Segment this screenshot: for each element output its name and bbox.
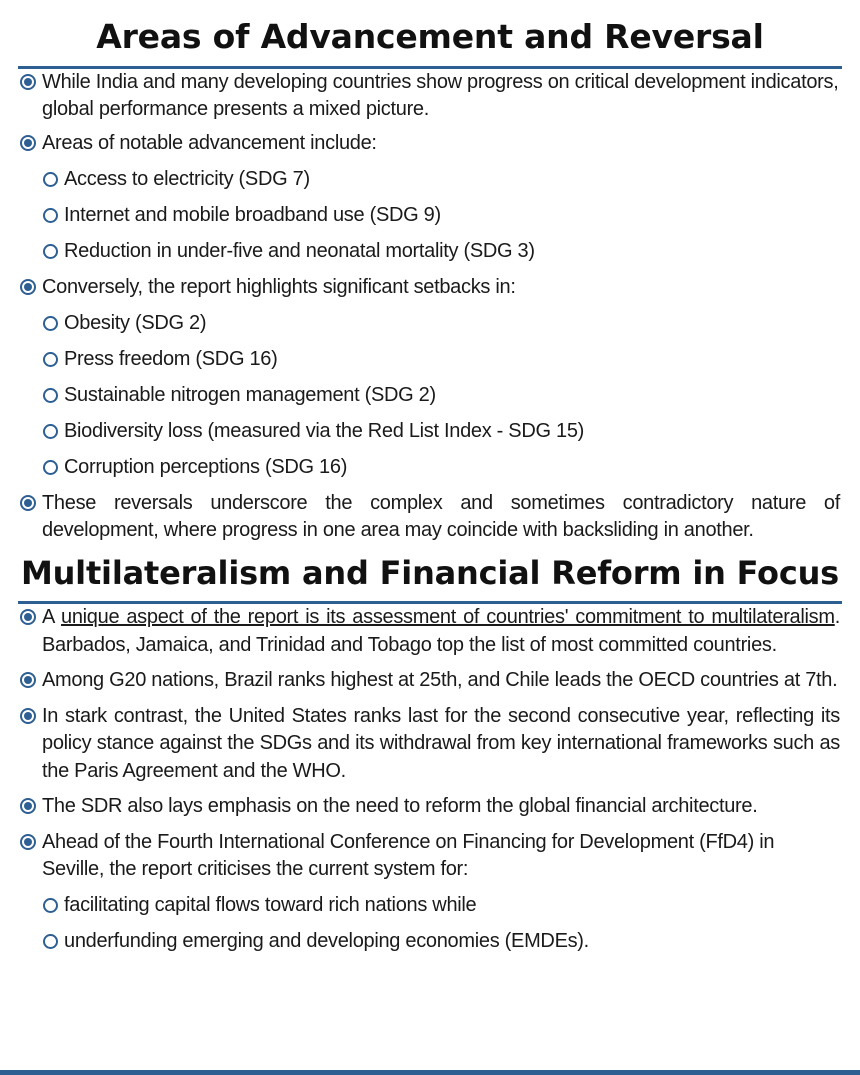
filled-circle-bullet-icon <box>20 279 36 295</box>
sub-list-item: Biodiversity loss (measured via the Red … <box>20 418 840 445</box>
filled-circle-bullet-icon <box>20 798 36 814</box>
filled-circle-bullet-icon <box>20 707 36 724</box>
list-item: Ahead of the Fourth International Confer… <box>20 829 840 884</box>
section-title-advancement-reversal: Areas of Advancement and Reversal <box>96 17 764 56</box>
list-item: These reversals underscore the complex a… <box>20 490 840 544</box>
bullet-text: Areas of notable advancement include: <box>42 132 377 154</box>
bullet-text-suffix: . Barbados, Jamaica, and Trinidad and To… <box>42 606 840 656</box>
sub-list-item: Sustainable nitrogen management (SDG 2) <box>20 382 840 409</box>
hollow-circle-bullet-icon <box>43 316 58 331</box>
sub-bullet-text: underfunding emerging and developing eco… <box>64 929 589 952</box>
sub-list-item: facilitating capital flows toward rich n… <box>20 892 840 919</box>
bottom-border <box>0 1070 860 1075</box>
sub-list-item: Access to electricity (SDG 7) <box>20 166 840 193</box>
filled-circle-bullet-icon <box>20 672 36 688</box>
filled-circle-bullet-icon <box>20 135 36 151</box>
sub-list-item: Obesity (SDG 2) <box>20 310 840 337</box>
bullet-text: The SDR also lays emphasis on the need t… <box>42 795 758 817</box>
hollow-circle-bullet-icon <box>43 933 58 949</box>
sub-bullet-text: Corruption perceptions (SDG 16) <box>64 456 348 478</box>
hollow-circle-bullet-icon <box>43 208 58 223</box>
list-item: A unique aspect of the report is its ass… <box>20 604 840 659</box>
sub-bullet-text: Obesity (SDG 2) <box>64 312 207 334</box>
sub-bullet-text: Sustainable nitrogen management (SDG 2) <box>64 384 436 406</box>
list-item: Conversely, the report highlights signif… <box>20 274 840 301</box>
hollow-circle-bullet-icon <box>43 460 58 475</box>
bullet-text: These reversals underscore the complex a… <box>42 492 840 541</box>
hollow-circle-bullet-icon <box>43 897 58 913</box>
sub-list-item: Corruption perceptions (SDG 16) <box>20 454 840 481</box>
hollow-circle-bullet-icon <box>43 244 58 259</box>
sub-list-item: Internet and mobile broadband use (SDG 9… <box>20 202 840 229</box>
list-item: Areas of notable advancement include: <box>20 130 840 157</box>
hollow-circle-bullet-icon <box>43 352 58 367</box>
multilateralism-list: A unique aspect of the report is its ass… <box>0 604 860 955</box>
sub-list-item: Reduction in under-five and neonatal mor… <box>20 238 840 265</box>
filled-circle-bullet-icon <box>20 495 36 511</box>
hollow-circle-bullet-icon <box>43 172 58 187</box>
list-item: The SDR also lays emphasis on the need t… <box>20 793 840 821</box>
bullet-text: Ahead of the Fourth International Confer… <box>42 830 775 881</box>
sub-bullet-text: Internet and mobile broadband use (SDG 9… <box>64 204 441 226</box>
underlined-highlight: unique aspect of the report is its asses… <box>61 606 835 628</box>
sub-bullet-text: facilitating capital flows toward rich n… <box>64 893 477 916</box>
bullet-text: Among G20 nations, Brazil ranks highest … <box>42 669 838 691</box>
filled-circle-bullet-icon <box>20 74 36 90</box>
hollow-circle-bullet-icon <box>43 388 58 403</box>
sub-bullet-text: Access to electricity (SDG 7) <box>64 168 310 190</box>
section-divider <box>18 601 842 604</box>
section-divider <box>18 66 842 69</box>
bullet-text-prefix: A <box>42 606 62 628</box>
filled-circle-bullet-icon <box>20 609 36 625</box>
section-title-multilateralism: Multilateralism and Financial Reform in … <box>20 554 840 592</box>
list-item: In stark contrast, the United States ran… <box>20 703 840 786</box>
list-item: Among G20 nations, Brazil ranks highest … <box>20 667 840 695</box>
sub-list-item: underfunding emerging and developing eco… <box>20 928 840 955</box>
sub-bullet-text: Biodiversity loss (measured via the Red … <box>64 420 584 442</box>
sub-bullet-text: Reduction in under-five and neonatal mor… <box>64 240 535 262</box>
bullet-text: While India and many developing countrie… <box>42 71 839 120</box>
list-item: While India and many developing countrie… <box>20 69 840 123</box>
bullet-text: In stark contrast, the United States ran… <box>42 704 840 782</box>
bullet-text: Conversely, the report highlights signif… <box>42 276 516 298</box>
hollow-circle-bullet-icon <box>43 424 58 439</box>
sub-bullet-text: Press freedom (SDG 16) <box>64 348 278 370</box>
filled-circle-bullet-icon <box>20 833 36 850</box>
sub-list-item: Press freedom (SDG 16) <box>20 346 840 373</box>
advancement-reversal-list: While India and many developing countrie… <box>0 69 860 544</box>
